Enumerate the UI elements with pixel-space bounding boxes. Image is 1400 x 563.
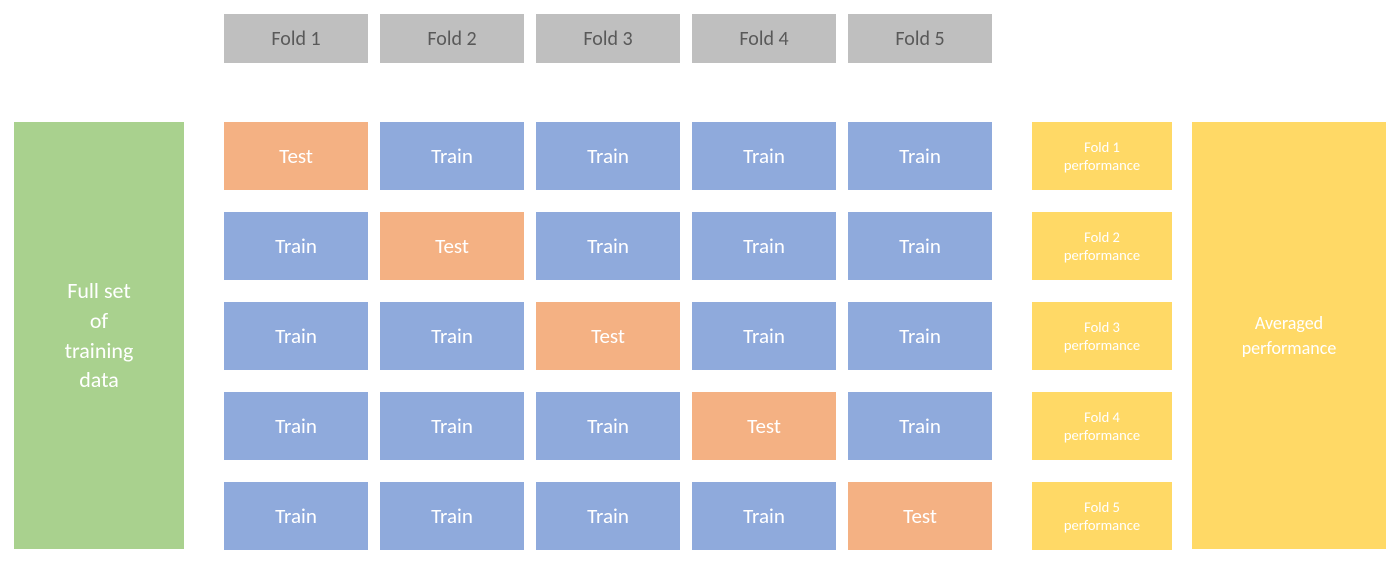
test-cell: Test [380,212,524,280]
train-cell: Train [380,302,524,370]
fold-performance-cell: Fold 1performance [1032,122,1172,190]
fold-header-cell: Fold 5 [848,14,992,63]
perf-line: Fold 5 [1084,498,1120,516]
train-cell: Train [380,392,524,460]
train-cell: Train [536,122,680,190]
perf-line: performance [1064,516,1140,534]
train-cell: Train [692,212,836,280]
train-cell: Train [224,302,368,370]
train-cell: Train [692,302,836,370]
fold-grid-row: TrainTrainTrainTrainTest [224,482,992,550]
avg-line: Averaged [1242,311,1337,335]
fold-grid-row: TrainTestTrainTrainTrain [224,212,992,280]
perf-line: Fold 1 [1084,138,1120,156]
train-cell: Train [692,122,836,190]
perf-line: Fold 3 [1084,318,1120,336]
fold-header-cell: Fold 4 [692,14,836,63]
fullset-line: data [65,365,134,395]
test-cell: Test [848,482,992,550]
fullset-line: Full set [65,276,134,306]
fold-header-cell: Fold 3 [536,14,680,63]
performance-column: Fold 1performanceFold 2performanceFold 3… [1032,122,1172,550]
avg-line: performance [1242,336,1337,360]
test-cell: Test [692,392,836,460]
train-cell: Train [848,392,992,460]
fold-header-row: Fold 1 Fold 2 Fold 3 Fold 4 Fold 5 [224,14,992,63]
train-cell: Train [848,122,992,190]
perf-line: performance [1064,156,1140,174]
averaged-performance-block: Averaged performance [1192,122,1386,549]
test-cell: Test [224,122,368,190]
train-cell: Train [536,482,680,550]
perf-line: performance [1064,246,1140,264]
cross-validation-diagram: Fold 1 Fold 2 Fold 3 Fold 4 Fold 5 Full … [14,14,1386,549]
fullset-line: of [65,306,134,336]
fold-performance-cell: Fold 4performance [1032,392,1172,460]
train-cell: Train [224,482,368,550]
train-cell: Train [380,122,524,190]
fold-performance-cell: Fold 5performance [1032,482,1172,550]
train-cell: Train [848,212,992,280]
fold-grid-row: TrainTrainTrainTestTrain [224,392,992,460]
perf-line: Fold 2 [1084,228,1120,246]
fold-performance-cell: Fold 2performance [1032,212,1172,280]
fullset-line: training [65,336,134,366]
fold-header-cell: Fold 2 [380,14,524,63]
fold-header-cell: Fold 1 [224,14,368,63]
train-cell: Train [224,392,368,460]
perf-line: performance [1064,426,1140,444]
fold-performance-cell: Fold 3performance [1032,302,1172,370]
train-cell: Train [536,212,680,280]
fold-grid: TestTrainTrainTrainTrainTrainTestTrainTr… [224,122,992,550]
train-cell: Train [380,482,524,550]
train-cell: Train [848,302,992,370]
perf-line: Fold 4 [1084,408,1120,426]
train-cell: Train [536,392,680,460]
train-cell: Train [692,482,836,550]
full-training-set-block: Full set of training data [14,122,184,549]
fold-grid-row: TrainTrainTestTrainTrain [224,302,992,370]
test-cell: Test [536,302,680,370]
perf-line: performance [1064,336,1140,354]
fold-grid-row: TestTrainTrainTrainTrain [224,122,992,190]
train-cell: Train [224,212,368,280]
